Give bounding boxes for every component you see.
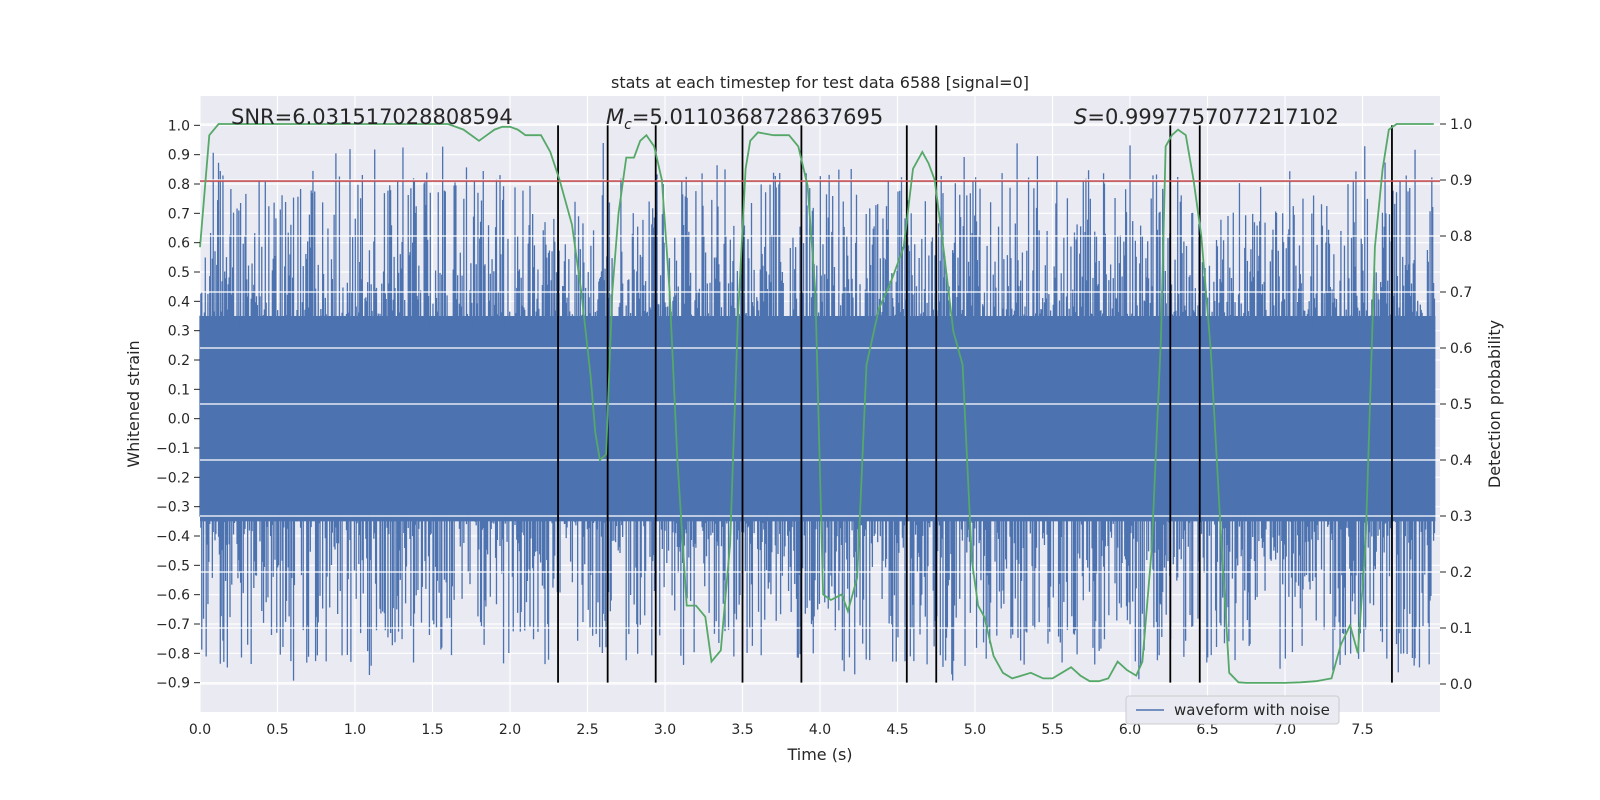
y-tick-label: −0.3 [156, 500, 190, 516]
y2-tick-label: 0.7 [1450, 285, 1472, 301]
y2-tick-label: 0.0 [1450, 677, 1472, 693]
s-symbol: S [1074, 105, 1087, 129]
legend: waveform with noise [1125, 695, 1340, 725]
x-tick-label: 7.5 [1351, 722, 1373, 738]
y2-tick-label: 1.0 [1450, 117, 1472, 133]
y2-ticks: 0.0 0.1 0.2 0.3 0.4 0.5 0.6 0.7 0.8 0.9 1.0 [1440, 117, 1472, 693]
y-tick-label: 1.0 [168, 118, 190, 134]
y-tick-label: 0.7 [168, 206, 190, 222]
mc-symbol: M [606, 105, 624, 129]
y-tick-label: −0.9 [156, 676, 190, 692]
mc-value: =5.0110368728637695 [632, 105, 883, 129]
y-axis-label: Whitened strain [124, 340, 143, 467]
x-tick-label: 3.0 [654, 722, 676, 738]
y2-tick-label: 0.6 [1450, 341, 1472, 357]
mc-annotation: Mc=5.0110368728637695 [606, 105, 883, 133]
x-tick-label: 0.0 [189, 722, 211, 738]
y2-tick-label: 0.5 [1450, 397, 1472, 413]
chart-title: stats at each timestep for test data 658… [611, 73, 1029, 92]
y-tick-label: −0.4 [156, 529, 190, 545]
x-axis-label: Time (s) [786, 745, 852, 764]
snr-annotation: SNR=6.031517028808594 [231, 105, 513, 129]
x-tick-label: 4.0 [809, 722, 831, 738]
y-tick-label: 0.9 [168, 148, 190, 164]
series-detection-probability [199, 123, 1434, 684]
y-tick-label: 0.5 [168, 265, 190, 281]
x-tick-label: 1.5 [421, 722, 443, 738]
legend-box [1125, 695, 1340, 725]
x-tick-label: 3.5 [731, 722, 753, 738]
y-tick-label: −0.2 [156, 470, 190, 486]
y-tick-label: 0.0 [168, 412, 190, 428]
y-tick-label: −0.1 [156, 441, 190, 457]
s-annotation: S=0.9997757077217102 [1074, 105, 1339, 129]
s-value: =0.9997757077217102 [1087, 105, 1338, 129]
y-tick-label: −0.5 [156, 558, 190, 574]
probability-line [199, 123, 1434, 684]
x-tick-label: 2.5 [576, 722, 598, 738]
y-tick-label: 0.8 [168, 177, 190, 193]
x-tick-label: 1.0 [344, 722, 366, 738]
y2-tick-label: 0.4 [1450, 453, 1472, 469]
y-tick-label: −0.8 [156, 646, 190, 662]
y2-tick-label: 0.8 [1450, 229, 1472, 245]
x-tick-label: 7.0 [1274, 722, 1296, 738]
x-ticks: 0.0 0.5 1.0 1.5 2.0 2.5 3.0 3.5 4.0 4.5 5.0 5.5 6.0 6… [189, 722, 1374, 738]
y-tick-label: 0.2 [168, 353, 190, 369]
x-tick-label: 6.0 [1119, 722, 1141, 738]
y-tick-label: −0.7 [156, 617, 190, 633]
y2-axis-label: Detection probability [1485, 320, 1504, 488]
y2-tick-label: 0.3 [1450, 509, 1472, 525]
y-tick-label: −0.6 [156, 588, 190, 604]
mc-subscript: c [624, 117, 632, 133]
x-tick-label: 5.0 [964, 722, 986, 738]
y-tick-label: 0.3 [168, 324, 190, 340]
x-tick-label: 0.5 [266, 722, 288, 738]
y-ticks: −0.9 −0.8 −0.7 −0.6 −0.5 −0.4 −0.3 −0.2 −0.1 0.0 0… [156, 118, 200, 692]
x-tick-label: 4.5 [886, 722, 908, 738]
y-tick-label: 0.6 [168, 236, 190, 252]
x-tick-label: 2.0 [499, 722, 521, 738]
legend-label: waveform with noise [1174, 701, 1330, 719]
y2-tick-label: 0.9 [1450, 173, 1472, 189]
y-tick-label: 0.1 [168, 382, 190, 398]
y2-tick-label: 0.2 [1450, 565, 1472, 581]
y-tick-label: 0.4 [168, 294, 190, 310]
x-tick-label: 6.5 [1196, 722, 1218, 738]
x-tick-label: 5.5 [1041, 722, 1063, 738]
y2-tick-label: 0.1 [1450, 621, 1472, 637]
waveform-trace [199, 143, 1436, 681]
